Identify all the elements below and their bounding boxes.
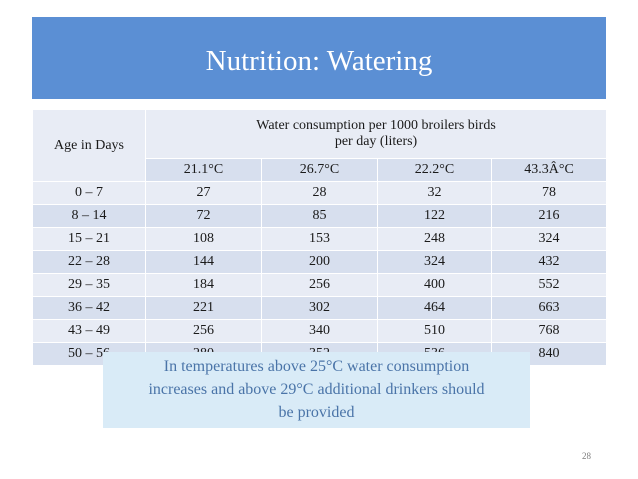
note-line-1: In temperatures above 25°C water consump…	[163, 358, 470, 375]
consumption-value-cell: 72	[145, 204, 262, 228]
consumption-value-cell: 27	[145, 181, 262, 205]
note-line-3: be provided	[278, 404, 355, 421]
table-row: 36 – 42 221 302 464 663	[32, 296, 608, 320]
consumption-value-cell: 221	[145, 296, 262, 320]
consumption-value-cell: 663	[490, 296, 608, 320]
consumption-value-cell: 324	[490, 227, 608, 251]
consumption-value-cell: 464	[377, 296, 492, 320]
consumption-value-cell: 78	[490, 181, 608, 205]
consumption-value-cell: 122	[377, 204, 492, 228]
consumption-value-cell: 552	[490, 273, 608, 297]
age-range-cell: 43 – 49	[32, 319, 146, 343]
temperature-header: 26.7°C	[261, 158, 378, 182]
table-row: 15 – 21 108 153 248 324	[32, 227, 608, 251]
table-row: 43 – 49 256 340 510 768	[32, 319, 608, 343]
header-row-group: Age in Days Water consumption per 1000 b…	[32, 109, 608, 182]
consumption-value-cell: 28	[261, 181, 378, 205]
consumption-value-cell: 302	[261, 296, 378, 320]
consumption-value-cell: 153	[261, 227, 378, 251]
water-consumption-table: Age in Days Water consumption per 1000 b…	[32, 109, 608, 366]
consumption-value-cell: 108	[145, 227, 262, 251]
note-line-2: increases and above 29°C additional drin…	[148, 381, 485, 398]
consumption-value-cell: 144	[145, 250, 262, 274]
consumption-group-header: Water consumption per 1000 broilers bird…	[144, 109, 608, 159]
table-row: 0 – 7 27 28 32 78	[32, 181, 608, 205]
consumption-value-cell: 324	[377, 250, 492, 274]
consumption-value-cell: 216	[490, 204, 608, 228]
age-range-cell: 15 – 21	[32, 227, 146, 251]
page-number: 28	[582, 451, 591, 461]
consumption-value-cell: 184	[145, 273, 262, 297]
consumption-value-cell: 768	[490, 319, 608, 343]
consumption-value-cell: 32	[377, 181, 492, 205]
temperature-header: 21.1°C	[145, 158, 262, 182]
temperature-note-box: In temperatures above 25°C water consump…	[103, 352, 530, 428]
consumption-value-cell: 256	[261, 273, 378, 297]
slide-title: Nutrition: Watering	[205, 45, 433, 77]
age-range-cell: 36 – 42	[32, 296, 146, 320]
consumption-header-line-1: Water consumption per 1000 broilers bird…	[256, 118, 496, 133]
consumption-header-line-2: per day (liters)	[334, 134, 418, 149]
age-range-cell: 0 – 7	[32, 181, 146, 205]
table-row: 22 – 28 144 200 324 432	[32, 250, 608, 274]
consumption-value-cell: 248	[377, 227, 492, 251]
consumption-value-cell: 400	[377, 273, 492, 297]
age-range-cell: 8 – 14	[32, 204, 146, 228]
age-column-header: Age in Days	[32, 109, 146, 182]
temperature-header: 22.2°C	[377, 158, 492, 182]
age-range-cell: 29 – 35	[32, 273, 146, 297]
title-bar	[32, 17, 606, 99]
consumption-value-cell: 340	[261, 319, 378, 343]
consumption-value-cell: 200	[261, 250, 378, 274]
consumption-value-cell: 432	[490, 250, 608, 274]
table-row: 8 – 14 72 85 122 216	[32, 204, 608, 228]
table-row: 29 – 35 184 256 400 552	[32, 273, 608, 297]
consumption-value-cell: 256	[145, 319, 262, 343]
age-range-cell: 22 – 28	[32, 250, 146, 274]
temperature-header: 43.3Â°C	[490, 158, 608, 182]
consumption-value-cell: 85	[261, 204, 378, 228]
consumption-value-cell: 510	[377, 319, 492, 343]
header-row-temperatures: 21.1°C 26.7°C 22.2°C 43.3Â°C	[33, 158, 608, 182]
